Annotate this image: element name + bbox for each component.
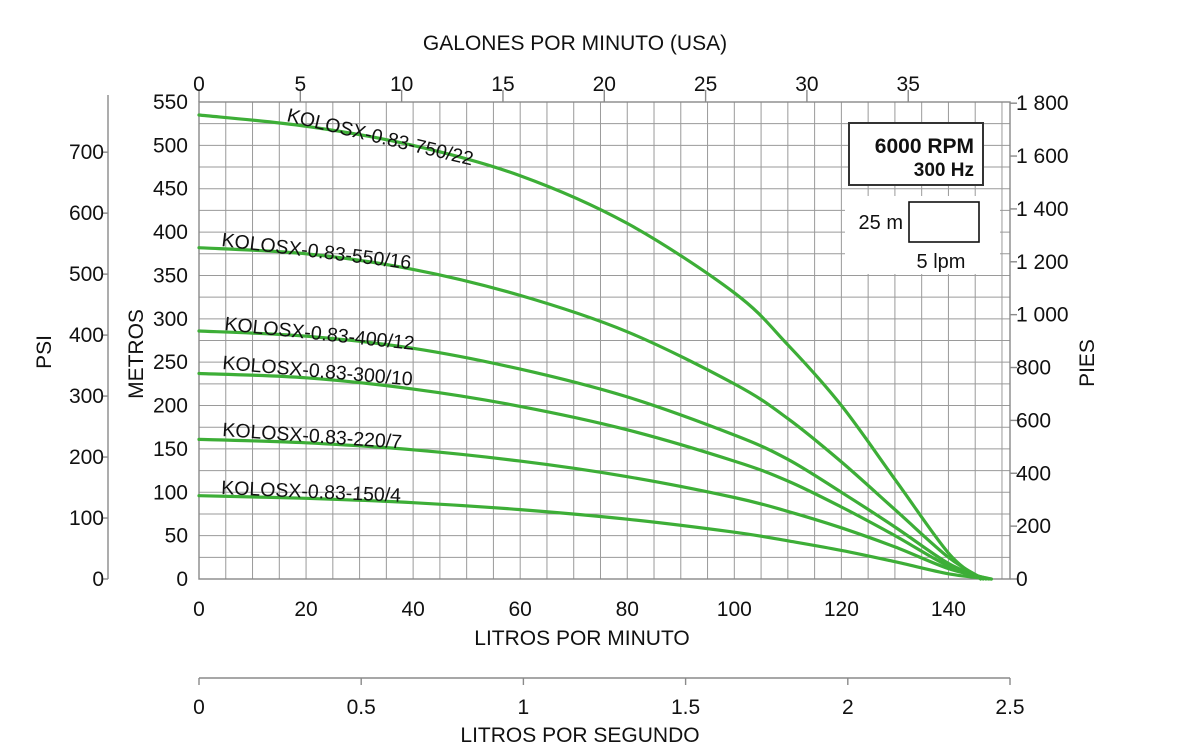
legend-frequency: 300 Hz: [914, 160, 974, 181]
y-tick-label: 50: [165, 525, 188, 548]
curve-label-KOLOSX-0.83-220/7: KOLOSX-0.83-220/7: [222, 419, 403, 453]
psi-tick-label: 100: [69, 507, 104, 530]
legend-speed: 6000 RPM: [875, 135, 974, 158]
curve-KOLOSX-0.83-220/7: [197, 437, 993, 581]
x-top-tick-label: 35: [897, 73, 920, 96]
pies-tick-label: 400: [1016, 462, 1051, 485]
pies-tick-label: 800: [1016, 357, 1051, 380]
curve-label-KOLOSX-0.83-750/22: KOLOSX-0.83-750/22: [285, 104, 476, 170]
x-top-tick-label: 0: [193, 73, 205, 96]
x-top-tick-label: 25: [694, 73, 717, 96]
lps-tick-label: 0: [193, 696, 205, 719]
x-bottom-axis-2-title: LITROS POR SEGUNDO: [460, 724, 699, 747]
pies-tick-label: 200: [1016, 515, 1051, 538]
pies-tick-label: 1 800: [1016, 92, 1069, 115]
psi-tick-label: 700: [69, 141, 104, 164]
x-tick-label: 120: [824, 598, 859, 621]
psi-tick-label: 400: [69, 324, 104, 347]
psi-tick-label: 300: [69, 385, 104, 408]
x-top-tick-label: 5: [294, 73, 306, 96]
scale-box: 25 m 5 lpm: [845, 196, 1000, 274]
pies-tick-label: 1 600: [1016, 145, 1069, 168]
pies-tick-label: 1 400: [1016, 198, 1069, 221]
lps-tick-label: 2: [842, 696, 854, 719]
lps-tick-label: 1: [518, 696, 530, 719]
x-top-tick-label: 20: [593, 73, 616, 96]
psi-tick-label: 0: [92, 568, 104, 591]
y-tick-label: 550: [153, 91, 188, 114]
lps-tick-label: 1.5: [671, 696, 700, 719]
axes: [102, 90, 1017, 685]
x-tick-label: 100: [717, 598, 752, 621]
y-tick-label: 100: [153, 481, 188, 504]
psi-tick-label: 200: [69, 446, 104, 469]
y-tick-label: 200: [153, 395, 188, 418]
pies-tick-label: 0: [1016, 568, 1028, 591]
psi-tick-label: 600: [69, 202, 104, 225]
psi-tick-label: 500: [69, 263, 104, 286]
x-tick-label: 140: [931, 598, 966, 621]
x-tick-label: 0: [193, 598, 205, 621]
x-tick-label: 20: [294, 598, 317, 621]
y-tick-label: 350: [153, 264, 188, 287]
x-tick-label: 60: [509, 598, 532, 621]
curve-KOLOSX-0.83-400/12: [197, 329, 988, 581]
curve-label-KOLOSX-0.83-300/10: KOLOSX-0.83-300/10: [222, 352, 414, 391]
y-tick-label: 300: [153, 308, 188, 331]
x-top-tick-label: 30: [795, 73, 818, 96]
legend-box: 6000 RPM 300 Hz: [848, 122, 984, 186]
pies-tick-label: 1 200: [1016, 251, 1069, 274]
scale-rectangle: [908, 201, 980, 243]
scale-y-label: 25 m: [859, 212, 903, 234]
y-axis-psi-title: PSI: [33, 335, 56, 369]
curve-label-KOLOSX-0.83-550/16: KOLOSX-0.83-550/16: [220, 229, 412, 274]
curve-label-KOLOSX-0.83-150/4: KOLOSX-0.83-150/4: [221, 477, 402, 507]
y-tick-label: 250: [153, 351, 188, 374]
curve-KOLOSX-0.83-150/4: [197, 494, 993, 581]
x-top-tick-label: 10: [390, 73, 413, 96]
x-tick-label: 80: [616, 598, 639, 621]
y-tick-label: 150: [153, 438, 188, 461]
pies-tick-label: 600: [1016, 409, 1051, 432]
scale-x-label: 5 lpm: [917, 251, 966, 273]
y-tick-label: 500: [153, 134, 188, 157]
lps-tick-label: 2.5: [995, 696, 1024, 719]
y-axis-right-title: PIES: [1076, 339, 1099, 387]
y-tick-label: 400: [153, 221, 188, 244]
lps-tick-label: 0.5: [347, 696, 376, 719]
x-top-axis-title: GALONES POR MINUTO (USA): [423, 32, 727, 55]
curve-KOLOSX-0.83-550/16: [197, 246, 985, 581]
curve-KOLOSX-0.83-300/10: [197, 371, 991, 581]
x-top-tick-label: 15: [491, 73, 514, 96]
y-tick-label: 0: [176, 568, 188, 591]
performance-curves: [197, 113, 993, 581]
y-axis-title: METROS: [125, 309, 148, 399]
y-tick-label: 450: [153, 178, 188, 201]
x-axis-title: LITROS POR MINUTO: [474, 627, 689, 650]
curve-labels: KOLOSX-0.83-750/22 KOLOSX-0.83-550/16 KOLO…: [220, 104, 475, 506]
curve-KOLOSX-0.83-750/22: [197, 113, 983, 581]
x-tick-label: 40: [401, 598, 424, 621]
pies-tick-label: 1 000: [1016, 304, 1069, 327]
